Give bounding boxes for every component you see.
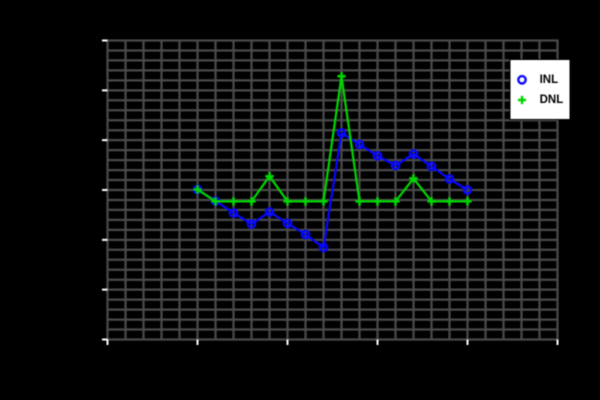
svg-text:INL: INL bbox=[540, 74, 559, 86]
svg-text:DNL: DNL bbox=[540, 94, 564, 106]
